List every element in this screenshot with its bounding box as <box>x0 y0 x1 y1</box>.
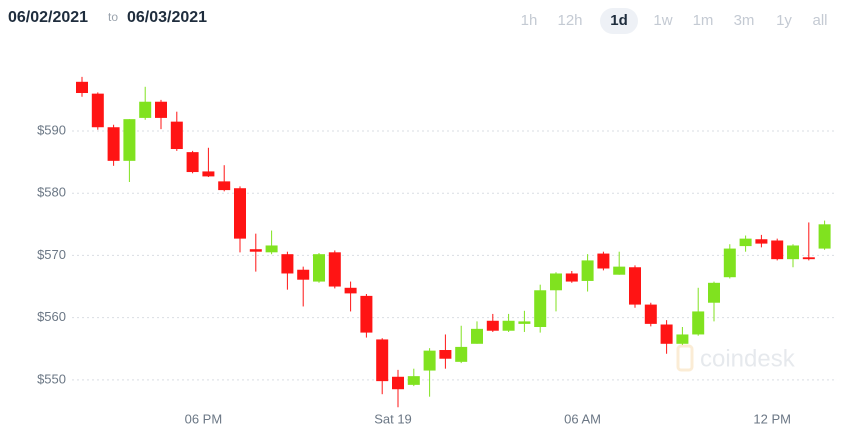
candle-body <box>123 119 136 161</box>
candle-body <box>581 260 594 281</box>
candle-body <box>676 334 689 344</box>
y-tick-label: $580 <box>37 185 66 200</box>
y-tick-label: $550 <box>37 371 66 386</box>
candle-body <box>423 350 436 371</box>
candle-body <box>186 152 199 173</box>
range-button[interactable]: 1d <box>610 12 628 29</box>
candle-body <box>407 376 420 385</box>
candle-body <box>107 127 120 161</box>
candle-body <box>787 245 799 260</box>
candle-body <box>328 252 341 287</box>
candle-body <box>218 181 231 191</box>
candle-body <box>155 101 167 118</box>
candle-body <box>550 273 562 291</box>
watermark-text: coindesk <box>700 345 796 372</box>
candle-body <box>502 320 515 331</box>
x-tick-label: 06 PM <box>185 411 223 426</box>
candle-body <box>471 328 483 344</box>
candle-body <box>660 324 673 344</box>
candle-body <box>818 224 831 249</box>
candle-body <box>265 245 278 253</box>
watermark: coindesk <box>676 344 796 372</box>
candle-body <box>139 101 152 118</box>
date-from: 06/02/2021 <box>8 9 88 26</box>
candle-body <box>486 320 499 331</box>
x-tick-label: 06 AM <box>564 411 601 426</box>
candle-body <box>534 290 547 327</box>
candle-body <box>613 266 626 275</box>
candle-body <box>76 81 88 94</box>
range-button[interactable]: 1m <box>693 12 714 29</box>
candle-body <box>392 376 404 390</box>
date-to: 06/03/2021 <box>127 9 207 26</box>
range-button[interactable]: 1w <box>653 12 672 29</box>
range-button[interactable]: 1y <box>776 12 792 29</box>
x-tick-label: 12 PM <box>753 411 791 426</box>
y-tick-label: $560 <box>37 309 66 324</box>
candle-body <box>739 238 752 247</box>
candle-body <box>565 273 578 282</box>
range-button[interactable]: 1h <box>521 12 538 29</box>
candle-body <box>629 267 641 305</box>
x-tick-label: Sat 19 <box>374 411 412 426</box>
y-tick-label: $570 <box>37 247 66 262</box>
candle-body <box>376 339 389 382</box>
candle-body <box>518 321 531 324</box>
candle-body <box>644 304 657 324</box>
range-button[interactable]: 3m <box>734 12 755 29</box>
date-sep: to <box>108 10 118 24</box>
candle-body <box>597 253 610 269</box>
candle-body <box>455 346 468 362</box>
candle-body <box>708 282 720 303</box>
candle-body <box>202 171 215 177</box>
range-button[interactable]: all <box>812 12 827 29</box>
candle-body <box>170 121 183 150</box>
candle-body <box>281 254 294 274</box>
candle-body <box>439 350 452 359</box>
range-selected-bg <box>600 8 638 34</box>
candle-body <box>234 188 246 239</box>
candle-body <box>771 240 784 260</box>
y-tick-label: $590 <box>37 122 66 137</box>
candle-body <box>802 257 815 260</box>
candle-body <box>249 249 262 252</box>
watermark-logo <box>676 344 694 372</box>
candle-body <box>344 287 357 294</box>
candle-body <box>313 254 325 282</box>
candle-body <box>360 295 373 333</box>
candle-body <box>297 269 310 280</box>
candle-body <box>692 311 705 335</box>
candle-body <box>755 239 768 244</box>
range-button[interactable]: 12h <box>557 12 582 29</box>
candle-body <box>723 248 736 278</box>
candle-body <box>91 93 104 128</box>
